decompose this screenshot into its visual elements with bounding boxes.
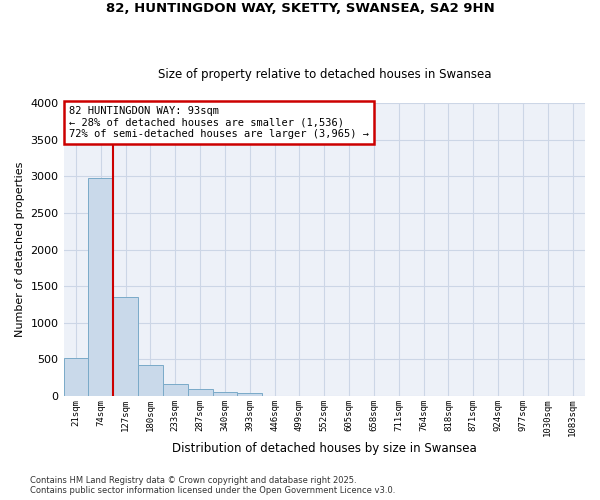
Text: 82 HUNTINGDON WAY: 93sqm
← 28% of detached houses are smaller (1,536)
72% of sem: 82 HUNTINGDON WAY: 93sqm ← 28% of detach… bbox=[69, 106, 369, 139]
Text: Contains HM Land Registry data © Crown copyright and database right 2025.
Contai: Contains HM Land Registry data © Crown c… bbox=[30, 476, 395, 495]
Bar bbox=[64, 358, 88, 396]
Text: 82, HUNTINGDON WAY, SKETTY, SWANSEA, SA2 9HN: 82, HUNTINGDON WAY, SKETTY, SWANSEA, SA2… bbox=[106, 2, 494, 16]
Bar bbox=[212, 392, 238, 396]
Title: Size of property relative to detached houses in Swansea: Size of property relative to detached ho… bbox=[158, 68, 491, 81]
X-axis label: Distribution of detached houses by size in Swansea: Distribution of detached houses by size … bbox=[172, 442, 476, 455]
Bar bbox=[113, 297, 138, 396]
Bar bbox=[188, 389, 212, 396]
Bar bbox=[238, 392, 262, 396]
Bar bbox=[88, 178, 113, 396]
Bar bbox=[163, 384, 188, 396]
Bar bbox=[138, 366, 163, 396]
Y-axis label: Number of detached properties: Number of detached properties bbox=[15, 162, 25, 337]
